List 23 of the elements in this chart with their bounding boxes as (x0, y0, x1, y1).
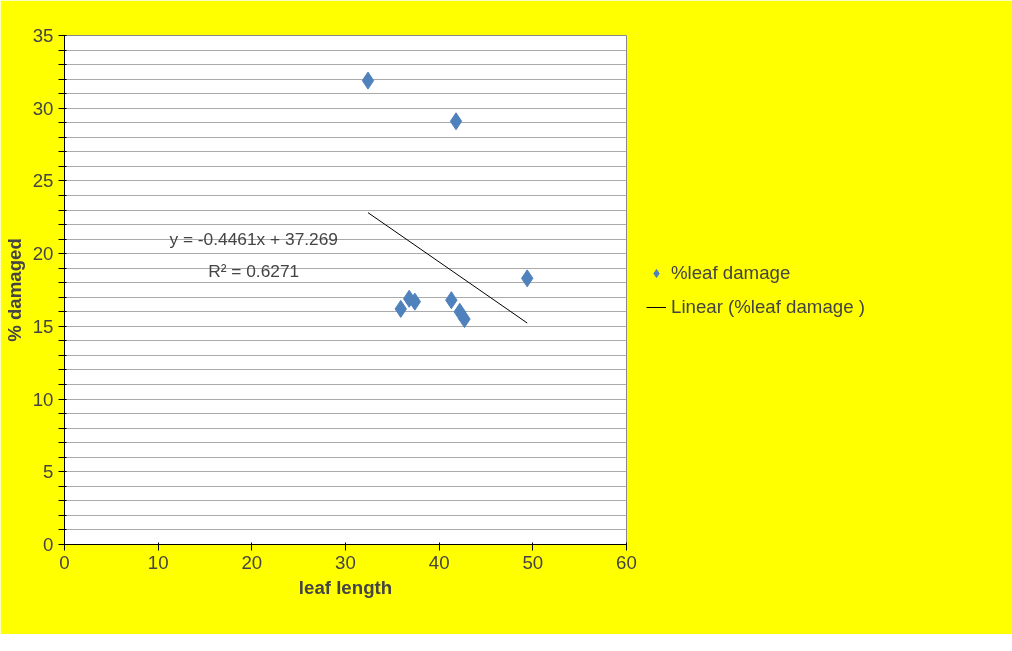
x-tick-label: 30 (335, 551, 356, 573)
y-tick-label: 20 (32, 243, 54, 265)
y-tick-label: 5 (43, 461, 54, 483)
y-tick-label: 30 (32, 97, 54, 119)
y-tick-label: 15 (32, 315, 54, 337)
annotation: y = -0.4461x + 37.269 (169, 229, 339, 250)
x-tick-label: 50 (522, 551, 544, 573)
annotation: R² = 0.6271 (208, 261, 300, 282)
legend-label: %leaf damage (671, 261, 791, 284)
x-axis-title: leaf length (298, 576, 393, 598)
x-tick-label: 0 (59, 551, 70, 573)
y-tick-label: 10 (32, 388, 54, 410)
x-tick-label: 40 (428, 551, 450, 573)
point (449, 112, 463, 131)
point (361, 71, 375, 90)
y-axis-title: % damaged (3, 238, 25, 342)
y-tick-label: 35 (32, 25, 54, 46)
x-tick-label: 10 (147, 551, 169, 573)
y-tick-label: 0 (43, 534, 54, 555)
x-tick-label: 20 (241, 551, 263, 573)
x-tick-label: 60 (616, 551, 637, 573)
legend-label: Linear (%leaf damage ) (671, 295, 865, 318)
y-tick-label: 25 (32, 170, 54, 192)
